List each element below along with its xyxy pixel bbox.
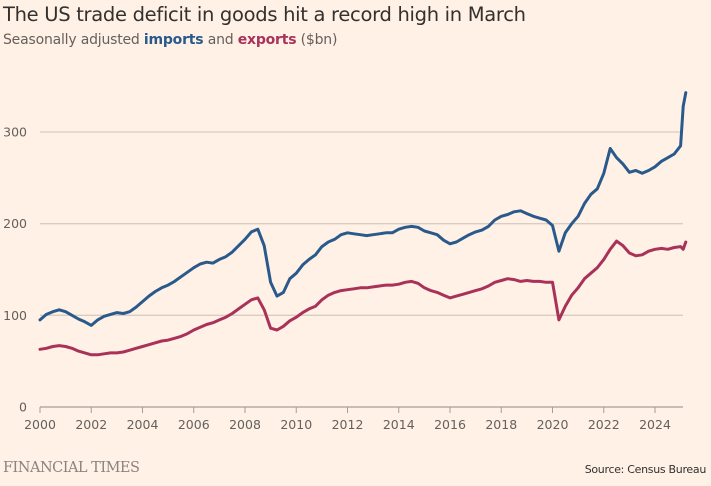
subtitle-mid: and (203, 32, 238, 48)
x-tick-label-2016: 2016 (434, 417, 466, 432)
x-tick-label-2018: 2018 (485, 417, 517, 432)
series-line-imports (38, 91, 688, 327)
x-tick-label-2022: 2022 (588, 417, 620, 432)
x-tick-label-2008: 2008 (229, 417, 261, 432)
y-axis-ticks: 0 100 200 300 (3, 125, 27, 415)
subtitle-suffix: ($bn) (296, 32, 338, 48)
ft-logo: FINANCIAL TIMES (3, 460, 140, 476)
subtitle-prefix: Seasonally adjusted (3, 32, 144, 48)
y-tick-label-300: 300 (3, 125, 27, 140)
series-lines (38, 91, 688, 357)
x-tick-label-2012: 2012 (332, 417, 364, 432)
chart-subtitle: Seasonally adjusted imports and exports … (3, 32, 337, 48)
gridlines (40, 131, 683, 316)
chart-title: The US trade deficit in goods hit a reco… (3, 3, 526, 26)
legend-imports: imports (143, 32, 204, 48)
x-tick-label-2014: 2014 (383, 417, 415, 432)
x-tick-label-2010: 2010 (280, 417, 312, 432)
x-tick-label-2024: 2024 (639, 417, 671, 432)
series-line-exports (38, 239, 688, 357)
x-tick-label-2020: 2020 (537, 417, 569, 432)
x-tick-label-2000: 2000 (24, 417, 56, 432)
y-tick-label-0: 0 (19, 400, 27, 415)
legend-exports: exports (237, 32, 297, 48)
y-tick-label-100: 100 (3, 308, 27, 323)
source-note: Source: Census Bureau (584, 463, 707, 476)
x-tick-label-2006: 2006 (178, 417, 210, 432)
x-tick-label-2002: 2002 (75, 417, 107, 432)
x-tick-label-2004: 2004 (127, 417, 159, 432)
x-axis: 2000 2002 2004 2006 2008 2010 2012 2014 2016 2018… (24, 406, 683, 432)
y-tick-label-200: 200 (3, 216, 27, 231)
